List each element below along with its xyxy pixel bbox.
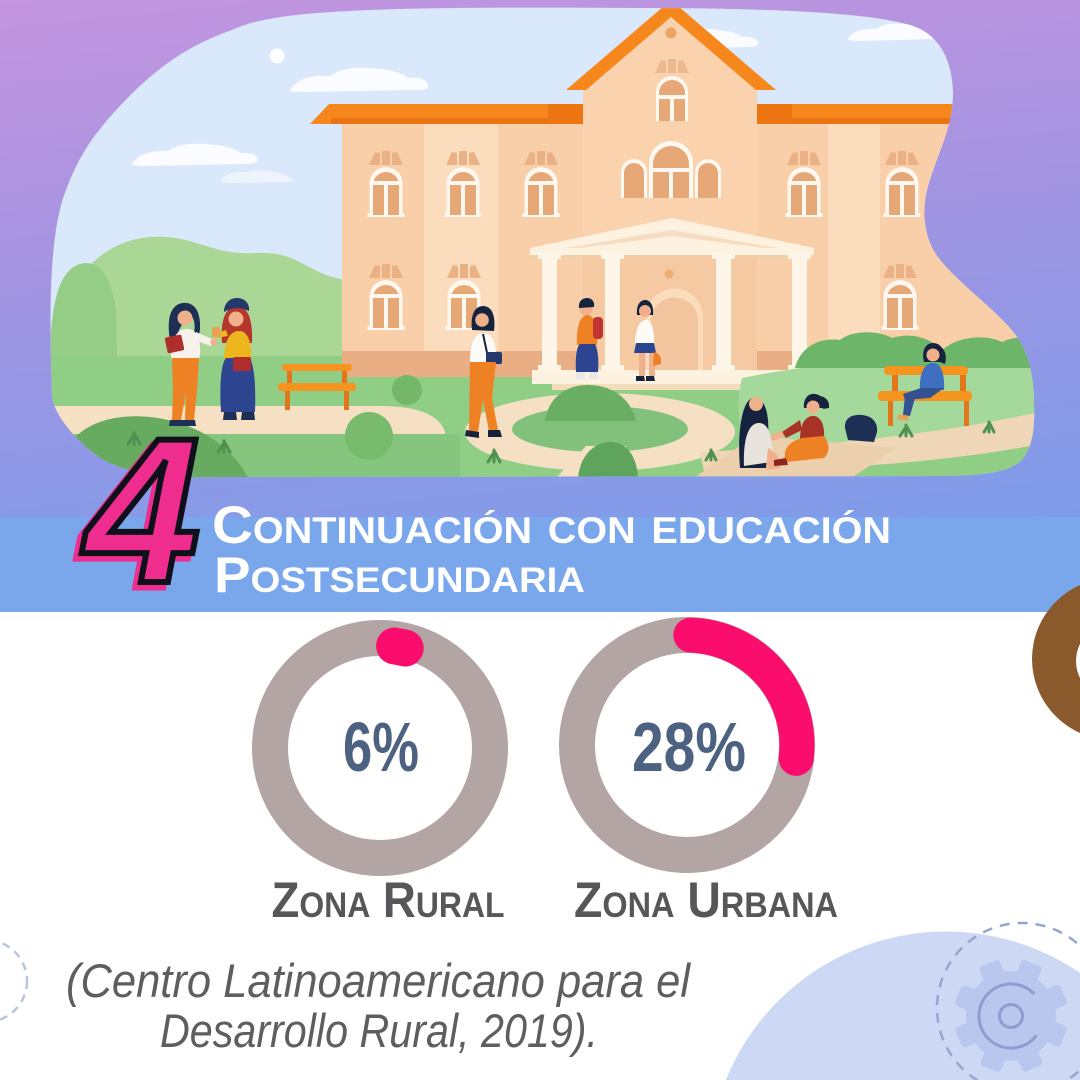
svg-text:Postsecundaria: Postsecundaria — [214, 547, 585, 603]
svg-text:Zona Urbana: Zona Urbana — [574, 872, 838, 928]
svg-text:Desarrollo Rural, 2019).: Desarrollo Rural, 2019). — [160, 1004, 598, 1057]
svg-text:(Centro Latinoamericano para e: (Centro Latinoamericano para el — [66, 954, 691, 1007]
svg-text:4: 4 — [81, 395, 200, 626]
svg-text:Continuación con educación: Continuación con educación — [212, 496, 891, 555]
svg-text:28%: 28% — [632, 708, 746, 786]
svg-text:4: 4 — [76, 400, 195, 631]
svg-text:6%: 6% — [343, 708, 419, 786]
svg-text:Zona Rural: Zona Rural — [272, 872, 505, 928]
